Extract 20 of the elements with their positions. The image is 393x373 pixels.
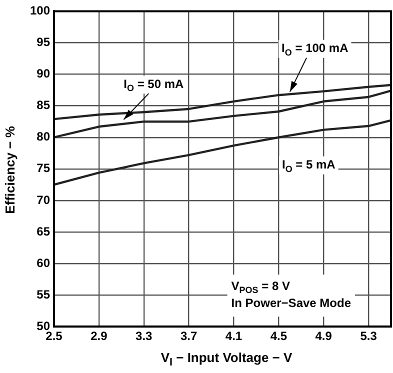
- y-tick-label: 80: [36, 130, 50, 144]
- x-tick-label: 4.9: [315, 329, 332, 344]
- x-tick-label: 3.7: [180, 329, 198, 344]
- x-axis-title: V$_{I}$ − Input Voltage − V: [160, 350, 294, 369]
- x-tick-label: 4.5: [270, 329, 288, 344]
- y-tick-label: 75: [36, 161, 50, 176]
- annotation: In Power−Save Mode: [231, 296, 352, 310]
- y-tick-label: 70: [36, 192, 50, 207]
- x-tick-label: 3.3: [136, 329, 153, 344]
- x-tick-label: 5.3: [360, 329, 378, 344]
- y-tick-label: 100: [30, 4, 50, 18]
- x-tick-label: 4.1: [225, 329, 242, 344]
- x-tick-label: 2.9: [90, 329, 108, 344]
- y-tick-label: 60: [36, 256, 50, 270]
- y-axis-title: Efficiency − %: [2, 126, 18, 214]
- y-tick-label: 85: [36, 98, 50, 112]
- y-tick-label: 90: [36, 66, 50, 81]
- y-tick-label: 95: [36, 35, 50, 50]
- y-tick-label: 65: [36, 224, 50, 238]
- y-tick-label: 55: [36, 287, 50, 302]
